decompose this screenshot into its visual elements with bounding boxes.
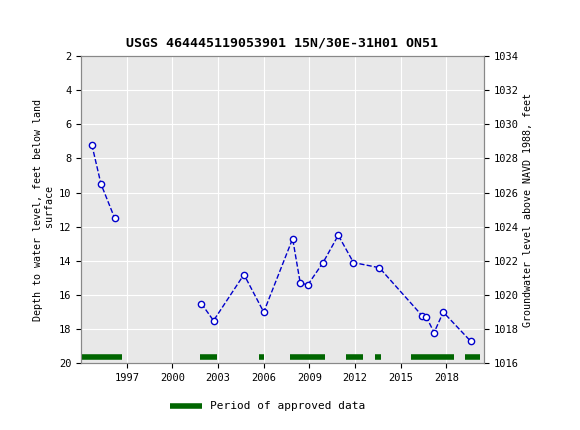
Bar <box>14 35 22 36</box>
Bar <box>6 19 13 20</box>
Bar <box>6 35 13 36</box>
Text: Period of approved data: Period of approved data <box>210 401 365 412</box>
Y-axis label: Groundwater level above NAVD 1988, feet: Groundwater level above NAVD 1988, feet <box>523 92 533 327</box>
Bar <box>14 19 22 20</box>
Text: ≡USGS: ≡USGS <box>7 15 67 30</box>
Y-axis label: Depth to water level, feet below land
 surface: Depth to water level, feet below land su… <box>33 98 55 321</box>
Text: USGS 464445119053901 15N/30E-31H01 ON51: USGS 464445119053901 15N/30E-31H01 ON51 <box>126 37 438 49</box>
